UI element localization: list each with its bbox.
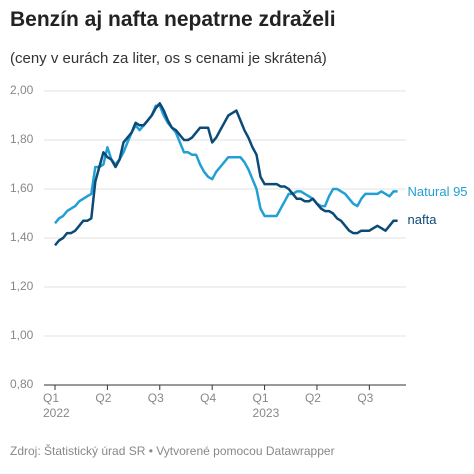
x-tick-label: Q3 [148, 391, 164, 405]
x-year-label: 2023 [253, 406, 280, 420]
x-tick-label: Q2 [95, 391, 111, 405]
y-tick-label: 1,20 [10, 279, 34, 293]
y-tick-label: 2,00 [10, 83, 34, 97]
y-tick-label: 1,40 [10, 230, 34, 244]
x-year-label: 2022 [43, 406, 70, 420]
y-tick-label: 1,00 [10, 328, 34, 342]
y-tick-label: 1,60 [10, 181, 34, 195]
y-tick-label: 0,80 [10, 377, 34, 391]
y-tick-label: 1,80 [10, 132, 34, 146]
x-tick-label: Q1 [43, 391, 59, 405]
series-line [54, 104, 398, 225]
series-label: nafta [407, 211, 437, 227]
x-tick-label: Q4 [200, 391, 216, 405]
title: Benzín aj nafta nepatrne zdraželi [10, 8, 336, 31]
x-tick-label: Q2 [305, 391, 321, 405]
footer: Zdroj: Štatistický úrad SR • Vytvorené p… [10, 444, 335, 458]
series-line [54, 102, 398, 247]
subtitle: (ceny v eurách za liter, os s cenami je … [10, 50, 327, 67]
x-tick-label: Q1 [253, 391, 269, 405]
x-tick-label: Q3 [357, 391, 373, 405]
series-label: Natural 95 [407, 184, 468, 200]
